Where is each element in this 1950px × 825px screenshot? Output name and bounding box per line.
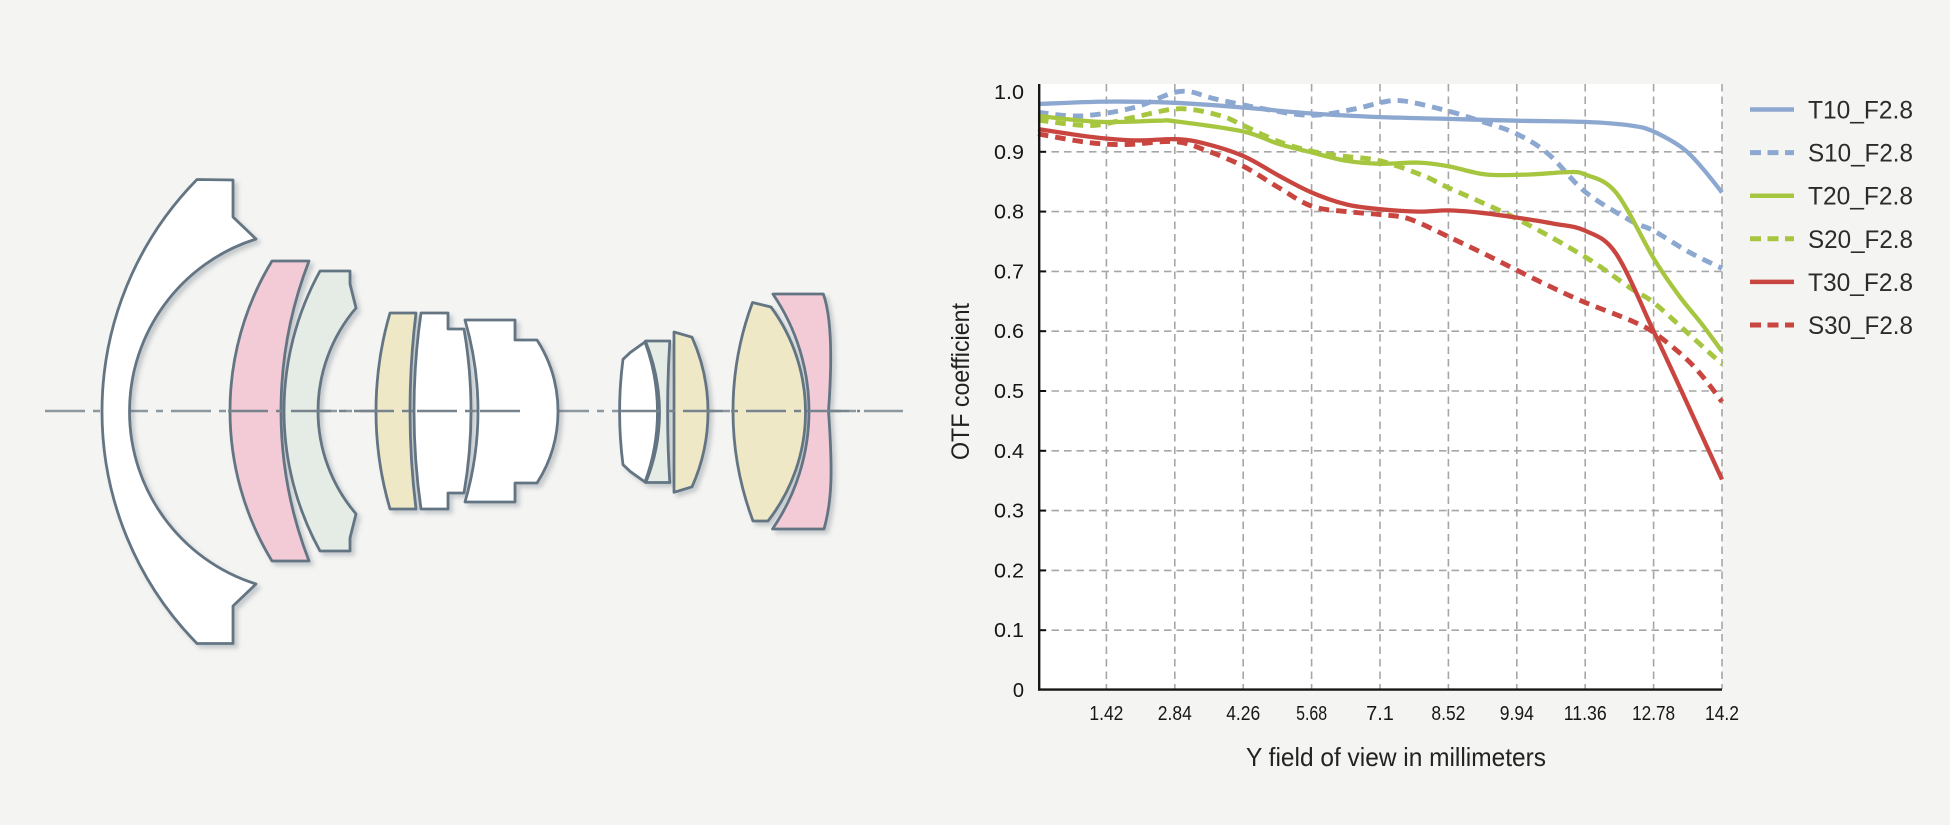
svg-text:0.2: 0.2 [994, 560, 1024, 582]
svg-text:11.36: 11.36 [1564, 703, 1607, 725]
svg-text:0.7: 0.7 [994, 261, 1024, 283]
svg-text:S10_F2.8: S10_F2.8 [1808, 140, 1913, 168]
svg-text:4.26: 4.26 [1226, 703, 1260, 725]
svg-text:0.8: 0.8 [994, 202, 1024, 224]
svg-text:14.2: 14.2 [1705, 703, 1739, 725]
svg-text:0.6: 0.6 [994, 321, 1024, 343]
svg-text:5.68: 5.68 [1296, 703, 1327, 725]
svg-text:1.0: 1.0 [994, 82, 1024, 104]
svg-text:0.5: 0.5 [994, 381, 1024, 403]
svg-text:0.1: 0.1 [994, 620, 1024, 642]
svg-text:8.52: 8.52 [1431, 703, 1465, 725]
svg-text:S20_F2.8: S20_F2.8 [1808, 226, 1913, 254]
svg-text:0.9: 0.9 [994, 142, 1024, 164]
svg-text:9.94: 9.94 [1500, 703, 1534, 725]
svg-text:T30_F2.8: T30_F2.8 [1808, 269, 1913, 297]
svg-text:T10_F2.8: T10_F2.8 [1808, 97, 1913, 125]
svg-text:12.78: 12.78 [1632, 703, 1675, 725]
svg-text:0.3: 0.3 [994, 501, 1024, 523]
svg-text:1.42: 1.42 [1089, 703, 1123, 725]
svg-text:0: 0 [1013, 680, 1024, 702]
svg-text:T20_F2.8: T20_F2.8 [1808, 183, 1913, 211]
svg-text:0.4: 0.4 [994, 441, 1024, 463]
svg-text:2.84: 2.84 [1158, 703, 1192, 725]
svg-text:OTF coefficient: OTF coefficient [947, 303, 975, 460]
svg-text:7.1: 7.1 [1366, 703, 1394, 725]
svg-text:S30_F2.8: S30_F2.8 [1808, 312, 1913, 340]
svg-text:Y field of view in millimeters: Y field of view in millimeters [1246, 742, 1546, 772]
